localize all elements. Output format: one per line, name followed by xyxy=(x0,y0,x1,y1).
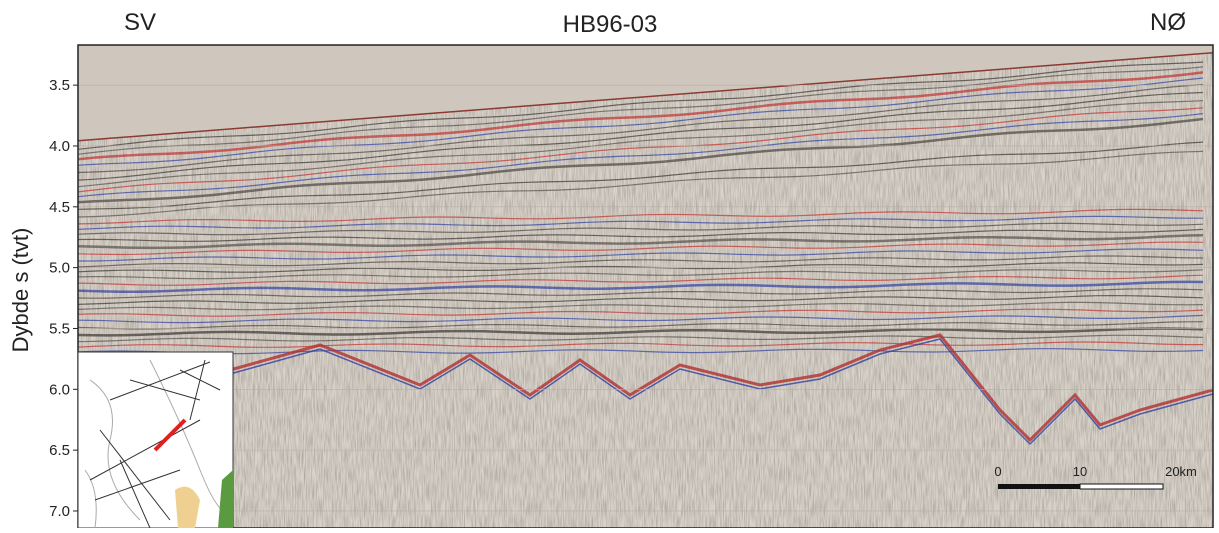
tick-label: 6.0 xyxy=(49,381,70,398)
tick-label: 5.0 xyxy=(49,260,70,277)
left-label: SV xyxy=(124,9,156,36)
section-title: HB96-03 xyxy=(563,11,658,38)
tick-label: 4.0 xyxy=(49,138,70,155)
tick-label: 6.5 xyxy=(49,442,70,459)
tick-label: 3.5 xyxy=(49,77,70,94)
axis-label: Dybde s (tvt) xyxy=(8,228,33,353)
scale-label: 20km xyxy=(1165,464,1197,479)
scale-label: 0 xyxy=(994,464,1001,479)
seismic-figure: SV HB96-03 NØ Dybde s (tvt) 3.5 4.0 4.5 5.0… xyxy=(0,0,1219,528)
right-label: NØ xyxy=(1150,9,1186,36)
scale-white xyxy=(1080,484,1163,489)
tick-label: 4.5 xyxy=(49,199,70,216)
tick-label: 5.5 xyxy=(49,320,70,337)
tick-label: 7.0 xyxy=(49,503,70,520)
inset-map xyxy=(78,352,233,528)
scale-bar xyxy=(998,484,1163,489)
y-axis: 3.5 4.0 4.5 5.0 5.5 6.0 6.5 7.0 xyxy=(49,77,78,520)
scale-black xyxy=(998,484,1080,489)
seismic-section xyxy=(78,45,1213,528)
scale-label: 10 xyxy=(1073,464,1087,479)
